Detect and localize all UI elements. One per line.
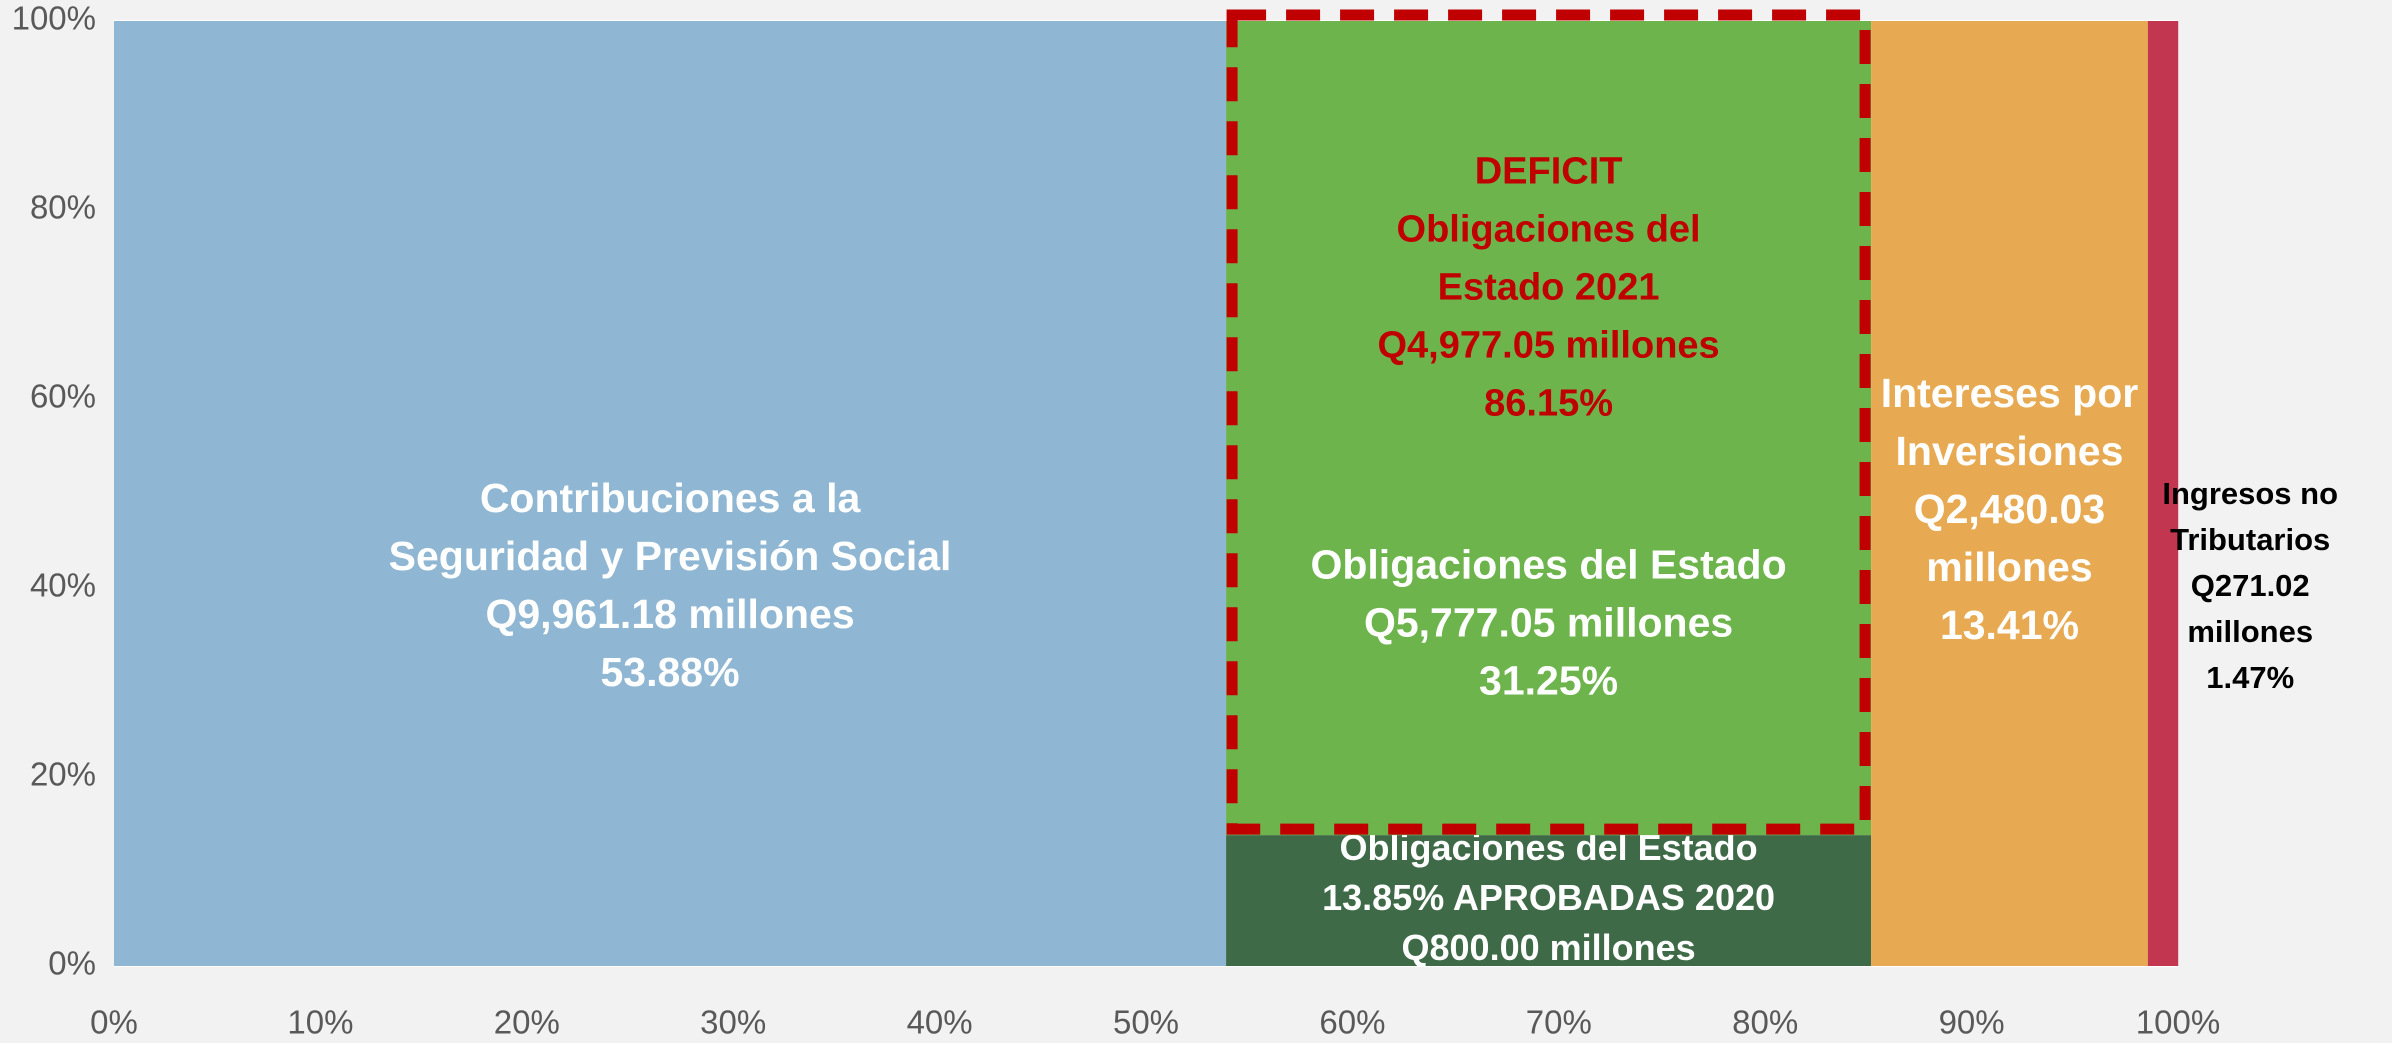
column-label: Seguridad y Previsión Social — [389, 533, 952, 579]
column-label: Q2,480.03 — [1914, 486, 2106, 532]
x-tick-label: 60% — [1319, 1004, 1385, 1041]
y-tick-label: 0% — [48, 945, 96, 982]
column-width-label: 13.41% — [1940, 602, 2079, 648]
column-label: Ingresos no — [2162, 476, 2338, 511]
column-label: Q5,777.05 millones — [1364, 600, 1733, 646]
x-tick-label: 10% — [287, 1004, 353, 1041]
x-tick-label: 40% — [907, 1004, 973, 1041]
column-label: millones — [1926, 544, 2092, 590]
column-width-label: 31.25% — [1479, 658, 1618, 704]
segment — [1871, 21, 2148, 966]
x-tick-label: 70% — [1526, 1004, 1592, 1041]
column-label: Inversiones — [1896, 428, 2124, 474]
y-tick-label: 20% — [30, 756, 96, 793]
y-tick-label: 100% — [12, 0, 96, 37]
column-label: Tributarios — [2170, 522, 2330, 557]
segment-label: Estado 2021 — [1438, 267, 1660, 309]
y-tick-label: 40% — [30, 567, 96, 604]
segment-label: Obligaciones del — [1397, 209, 1701, 251]
segment — [2147, 21, 2179, 966]
column-label: Q9,961.18 millones — [485, 591, 854, 637]
x-tick-label: 30% — [700, 1004, 766, 1041]
column-width-label: 53.88% — [601, 649, 740, 695]
column-width-label: 1.47% — [2206, 660, 2294, 695]
column-label: Contribuciones a la — [480, 475, 862, 521]
segment-outline — [1226, 9, 1871, 835]
column-label: Obligaciones del Estado — [1310, 542, 1786, 588]
column-label: Intereses por — [1881, 370, 2139, 416]
segment-label: Q4,977.05 millones — [1377, 325, 1719, 367]
segment — [1226, 21, 1872, 836]
y-tick-label: 60% — [30, 378, 96, 415]
column-label: millones — [2187, 614, 2313, 649]
x-tick-label: 100% — [2136, 1004, 2220, 1041]
segment-label: Q800.00 millones — [1402, 927, 1696, 968]
segment-label: DEFICIT — [1475, 151, 1623, 193]
x-tick-label: 80% — [1732, 1004, 1798, 1041]
x-tick-label: 0% — [90, 1004, 138, 1041]
x-tick-label: 90% — [1939, 1004, 2005, 1041]
x-tick-label: 50% — [1113, 1004, 1179, 1041]
column-label: Q271.02 — [2191, 568, 2310, 603]
segment-value-label: 86.15% — [1484, 383, 1613, 425]
y-tick-label: 80% — [30, 189, 96, 226]
segment — [1226, 835, 1872, 966]
segment — [114, 21, 1227, 966]
x-tick-label: 20% — [494, 1004, 560, 1041]
segment-label: 13.85% APROBADAS 2020 — [1322, 877, 1775, 918]
